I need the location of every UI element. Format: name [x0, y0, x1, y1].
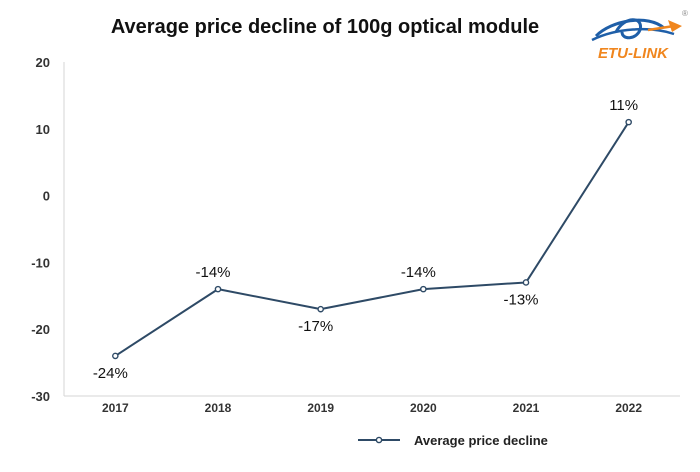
etu-link-logo: ETU-LINK ® [591, 9, 688, 62]
legend-swatch [358, 436, 400, 444]
data-point [625, 118, 632, 126]
chart-title: Average price decline of 100g optical mo… [110, 16, 540, 38]
registered-mark: ® [682, 9, 688, 18]
data-point [522, 279, 530, 286]
data-point [317, 305, 324, 313]
data-label: -14% [195, 264, 230, 281]
y-tick-label: -30 [31, 389, 50, 404]
data-label: -17% [298, 318, 333, 335]
data-label: -13% [503, 291, 538, 308]
data-point [420, 285, 427, 293]
y-tick-label: -20 [31, 322, 50, 337]
x-tick-label: 2019 [307, 401, 334, 415]
data-point [214, 285, 222, 293]
data-point [112, 352, 119, 360]
logo-text: ETU-LINK [598, 45, 669, 62]
legend: Average price decline [358, 430, 548, 450]
x-tick-label: 2020 [410, 401, 437, 415]
y-tick-label: 0 [43, 189, 50, 204]
y-tick-label: 10 [36, 122, 50, 137]
legend-label: Average price decline [414, 432, 548, 448]
x-tick-label: 2018 [205, 401, 232, 415]
y-tick-label: -10 [31, 255, 50, 270]
data-label: -24% [93, 365, 128, 382]
data-label: 11% [609, 97, 638, 114]
x-tick-label: 2017 [102, 401, 129, 415]
data-label: -14% [401, 264, 436, 281]
series-line [114, 121, 630, 357]
x-tick-label: 2022 [615, 401, 642, 415]
x-tick-label: 2021 [513, 401, 540, 415]
y-tick-label: 20 [36, 55, 50, 70]
